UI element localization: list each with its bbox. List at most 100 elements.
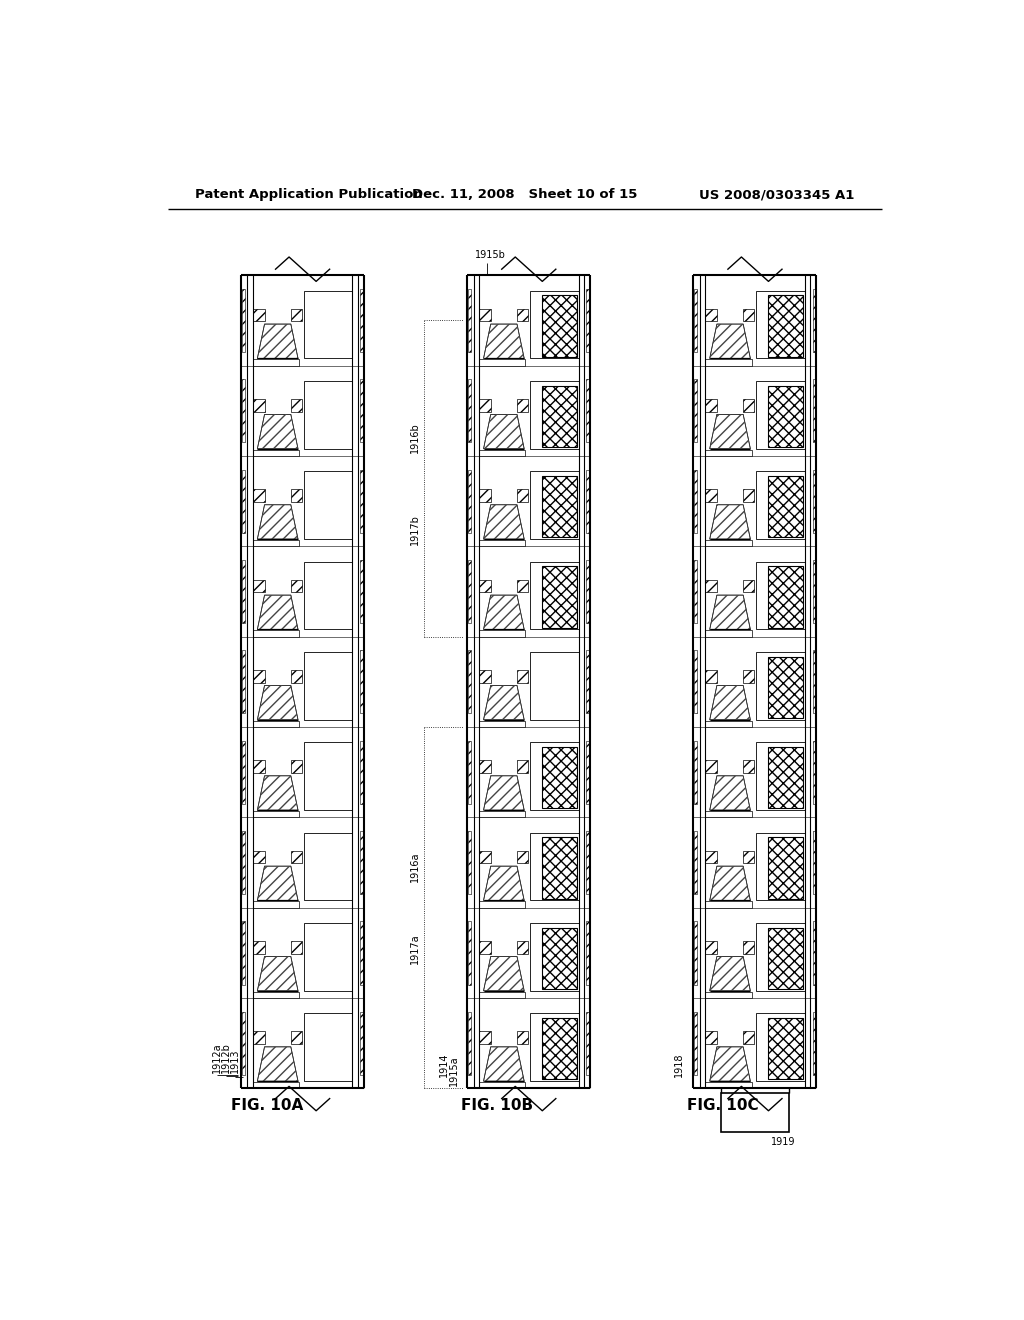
Bar	[253, 309, 264, 321]
Bar	[756, 833, 805, 900]
Bar	[706, 631, 752, 636]
Bar	[694, 379, 697, 442]
Polygon shape	[710, 595, 751, 630]
Bar	[542, 928, 577, 989]
Bar	[303, 833, 352, 900]
Bar	[468, 651, 471, 714]
Polygon shape	[710, 325, 751, 359]
Bar	[303, 562, 352, 630]
Bar	[587, 830, 590, 894]
Text: FIG. 10C: FIG. 10C	[687, 1098, 759, 1113]
Bar	[360, 830, 364, 894]
Bar	[542, 385, 577, 447]
Bar	[253, 359, 299, 366]
Bar	[743, 760, 754, 774]
Bar	[291, 760, 302, 774]
Bar	[479, 851, 490, 863]
Bar	[529, 742, 579, 810]
Bar	[529, 1014, 579, 1081]
Polygon shape	[483, 776, 524, 810]
Bar	[253, 851, 264, 863]
Text: Dec. 11, 2008   Sheet 10 of 15: Dec. 11, 2008 Sheet 10 of 15	[412, 189, 638, 202]
Bar	[303, 290, 352, 359]
Bar	[529, 652, 579, 719]
Bar	[694, 830, 697, 894]
Bar	[706, 902, 752, 908]
Bar	[529, 471, 579, 539]
Bar	[242, 651, 245, 714]
Bar	[517, 671, 527, 682]
Polygon shape	[257, 866, 298, 900]
Bar	[253, 450, 299, 455]
Bar	[587, 470, 590, 533]
Bar	[542, 566, 577, 627]
Bar	[694, 1011, 697, 1074]
Bar	[768, 296, 803, 356]
Bar	[756, 471, 805, 539]
Bar	[694, 560, 697, 623]
Bar	[706, 991, 752, 998]
Polygon shape	[257, 504, 298, 539]
Text: 1917b: 1917b	[410, 513, 420, 545]
Bar	[813, 1011, 816, 1074]
Bar	[694, 741, 697, 804]
Bar	[253, 760, 264, 774]
Bar	[542, 747, 577, 808]
Polygon shape	[710, 414, 751, 449]
Bar	[242, 289, 245, 352]
Bar	[542, 837, 577, 899]
Bar	[813, 289, 816, 352]
Bar	[756, 562, 805, 630]
Bar	[517, 1031, 527, 1044]
Bar	[587, 921, 590, 985]
Bar	[253, 579, 264, 593]
Polygon shape	[483, 504, 524, 539]
Bar	[743, 941, 754, 954]
Bar	[242, 1011, 245, 1074]
Bar	[743, 579, 754, 593]
Bar	[756, 1014, 805, 1081]
Bar	[479, 1082, 525, 1089]
Bar	[693, 276, 816, 1089]
Bar	[706, 941, 717, 954]
Bar	[468, 560, 471, 623]
Bar	[813, 651, 816, 714]
Bar	[706, 450, 752, 455]
Bar	[479, 991, 525, 998]
Bar	[479, 671, 490, 682]
Bar	[517, 309, 527, 321]
Bar	[706, 671, 717, 682]
Bar	[479, 450, 525, 455]
Bar	[468, 921, 471, 985]
Bar	[253, 399, 264, 412]
Bar	[542, 1018, 577, 1080]
Bar	[242, 921, 245, 985]
Bar	[253, 1031, 264, 1044]
Bar	[253, 810, 299, 817]
Bar	[768, 475, 803, 537]
Bar	[768, 656, 803, 718]
Text: 1913: 1913	[229, 1048, 240, 1073]
Bar	[479, 1031, 490, 1044]
Bar	[587, 741, 590, 804]
Text: FIG. 10A: FIG. 10A	[231, 1098, 303, 1113]
Bar	[694, 470, 697, 533]
Text: 1915a: 1915a	[449, 1056, 459, 1086]
Bar	[253, 902, 299, 908]
Bar	[479, 760, 490, 774]
Text: 1916a: 1916a	[410, 851, 420, 882]
Bar	[768, 385, 803, 447]
Bar	[253, 540, 299, 546]
Bar	[529, 562, 579, 630]
Polygon shape	[257, 1047, 298, 1081]
Bar	[813, 921, 816, 985]
Bar	[813, 470, 816, 533]
Text: 1912b: 1912b	[221, 1043, 231, 1073]
Bar	[479, 490, 490, 502]
Bar	[360, 651, 364, 714]
Bar	[242, 470, 245, 533]
Bar	[291, 309, 302, 321]
Bar	[479, 579, 490, 593]
Bar	[721, 1093, 788, 1133]
Bar	[303, 742, 352, 810]
